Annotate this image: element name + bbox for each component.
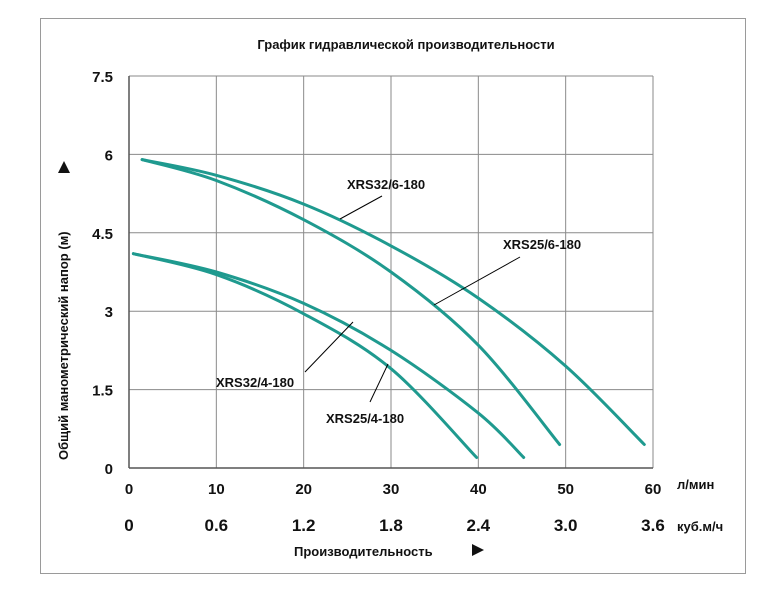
x-axis-label: Производительность bbox=[294, 544, 433, 559]
x2-unit-label: куб.м/ч bbox=[677, 519, 723, 534]
x-tick-label: 40 bbox=[470, 481, 487, 498]
x-tick-label: 30 bbox=[383, 481, 400, 498]
leader-line bbox=[433, 256, 521, 306]
x2-tick-label: 1.8 bbox=[379, 516, 403, 535]
y-tick-label: 3 bbox=[105, 304, 113, 321]
x-tick-label: 50 bbox=[557, 481, 574, 498]
y-tick-label: 1.5 bbox=[92, 383, 113, 400]
series-line bbox=[131, 252, 526, 459]
grid bbox=[128, 75, 654, 469]
x2-tick-label: 2.4 bbox=[467, 516, 491, 535]
series-labels: XRS32/6-180 XRS25/6-180 XRS32/4-180 XRS2… bbox=[216, 177, 581, 426]
x2-tick-label: 1.2 bbox=[292, 516, 316, 535]
x2-tick-label: 3.6 bbox=[641, 516, 665, 535]
leader-line bbox=[369, 363, 389, 403]
x2-tick-label: 0 bbox=[124, 516, 133, 535]
series-label: XRS25/6-180 bbox=[503, 237, 581, 252]
series-curves bbox=[131, 158, 646, 459]
leader-line bbox=[304, 321, 354, 373]
axis-lines bbox=[128, 76, 653, 469]
y-tick-labels: 0 1.5 3 4.5 6 7.5 bbox=[92, 69, 113, 478]
chart-title: График гидравлической производительности bbox=[257, 37, 554, 52]
x-unit-label: л/мин bbox=[677, 477, 714, 492]
y-tick-label: 0 bbox=[105, 461, 113, 478]
chart-frame bbox=[40, 18, 746, 574]
x2-tick-label: 3.0 bbox=[554, 516, 578, 535]
series-line bbox=[131, 252, 479, 459]
series-label: XRS25/4-180 bbox=[326, 411, 404, 426]
y-axis-arrow-icon bbox=[58, 161, 70, 173]
x-tick-label: 0 bbox=[125, 481, 133, 498]
series-label: XRS32/4-180 bbox=[216, 375, 294, 390]
x-tick-label: 60 bbox=[645, 481, 662, 498]
leader-line bbox=[339, 195, 383, 220]
y-tick-label: 4.5 bbox=[92, 226, 113, 243]
x-axis-arrow-icon bbox=[472, 544, 484, 556]
x-tick-label: 10 bbox=[208, 481, 225, 498]
y-tick-label: 7.5 bbox=[92, 69, 113, 86]
series-label: XRS32/6-180 bbox=[347, 177, 425, 192]
x2-tick-labels: 0 0.6 1.2 1.8 2.4 3.0 3.6 bbox=[124, 516, 665, 535]
y-axis-label: Общий манометрический напор (м) bbox=[56, 231, 71, 460]
y-tick-label: 6 bbox=[105, 147, 113, 164]
x-tick-labels: 0 10 20 30 40 50 60 bbox=[125, 481, 662, 498]
x2-tick-label: 0.6 bbox=[205, 516, 229, 535]
series-line bbox=[140, 158, 562, 446]
series-line bbox=[140, 158, 646, 446]
x-tick-label: 20 bbox=[295, 481, 312, 498]
